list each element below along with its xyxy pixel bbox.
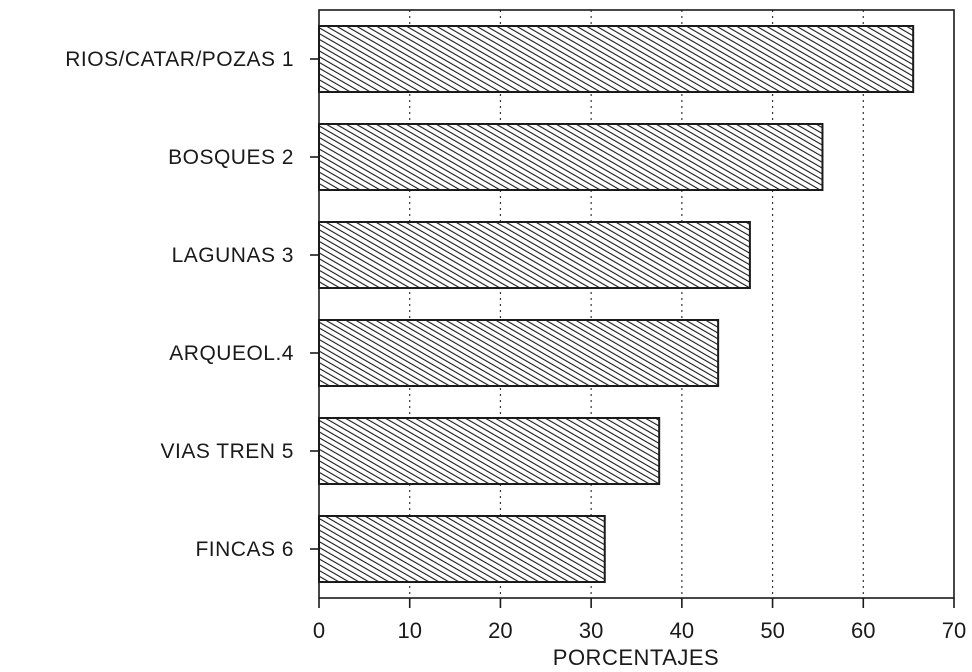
category-label: RIOS/CATAR/POZAS 1 [65, 48, 294, 71]
category-labels: RIOS/CATAR/POZAS 1 BOSQUES 2 LAGUNAS 3 ARQU… [65, 48, 295, 561]
x-tick-label: 40 [670, 618, 694, 643]
bar-4 [318, 319, 720, 387]
x-axis-tick-labels: 0 10 20 30 40 50 60 70 [313, 618, 966, 643]
bars [318, 25, 915, 583]
category-label: VIAS TREN 5 [161, 440, 295, 463]
category-label: BOSQUES 2 [168, 146, 294, 169]
category-label: ARQUEOL.4 [169, 342, 294, 365]
gridlines [409, 10, 864, 598]
category-label: FINCAS 6 [195, 538, 294, 561]
x-tick-label: 50 [760, 618, 784, 643]
bar-3 [318, 221, 751, 289]
plot-frame [318, 9, 955, 599]
bar-1 [318, 25, 915, 93]
x-tick-label: 10 [397, 618, 421, 643]
x-tick-label: 0 [313, 618, 325, 643]
bar-5 [318, 417, 661, 485]
x-tick-label: 70 [942, 618, 966, 643]
x-axis-ticks [310, 58, 955, 608]
x-tick-label: 20 [488, 618, 512, 643]
x-tick-label: 30 [579, 618, 603, 643]
category-label: LAGUNAS 3 [172, 244, 294, 267]
x-axis-title: PORCENTAJES [553, 645, 719, 670]
bar-2 [318, 123, 824, 191]
bar-6 [318, 515, 606, 583]
x-tick-label: 60 [851, 618, 875, 643]
